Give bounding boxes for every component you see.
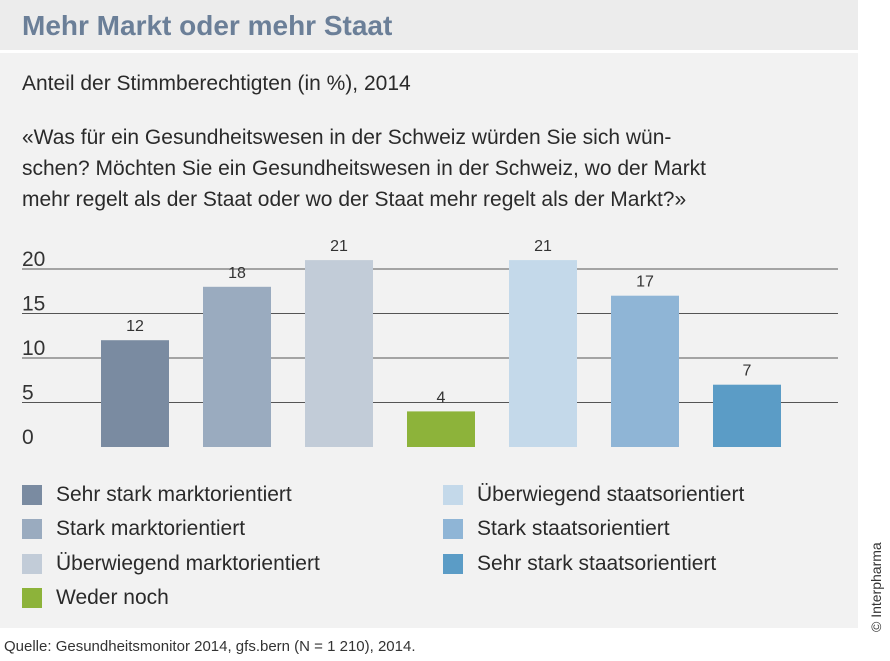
legend-item: Stark marktorientiert — [22, 514, 245, 544]
legend: Sehr stark marktorientiert Stark marktor… — [22, 480, 842, 620]
legend-swatch — [22, 519, 42, 539]
y-tick-label: 5 — [22, 382, 34, 405]
legend-swatch — [22, 554, 42, 574]
y-tick-label: 10 — [22, 337, 45, 360]
legend-item: Sehr stark marktorientiert — [22, 480, 292, 510]
legend-item: Überwiegend marktorientiert — [22, 549, 320, 579]
bar — [305, 260, 373, 447]
question-line: mehr regelt als der Staat oder wo der St… — [22, 188, 687, 211]
legend-label: Sehr stark staatsorientiert — [477, 552, 717, 575]
legend-swatch — [22, 588, 42, 608]
legend-swatch — [443, 519, 463, 539]
page-title: Mehr Markt oder mehr Staat — [22, 10, 393, 41]
bar-value-label: 4 — [437, 389, 446, 406]
legend-label: Überwiegend marktorientiert — [56, 552, 320, 575]
legend-label: Sehr stark marktorientiert — [56, 483, 292, 506]
chart-subtitle: Anteil der Stimmberechtigten (in %), 201… — [22, 72, 411, 95]
legend-label: Stark marktorientiert — [56, 517, 246, 540]
legend-item: Überwiegend staatsorientiert — [443, 480, 744, 510]
y-tick-label: 20 — [22, 248, 45, 271]
bar-value-label: 17 — [636, 274, 654, 291]
question-line: «Was für ein Gesundheitswesen in der Sch… — [22, 126, 672, 149]
legend-swatch — [443, 554, 463, 574]
legend-swatch — [22, 485, 42, 505]
bar — [713, 384, 781, 447]
bar — [101, 340, 169, 447]
legend-label: Überwiegend staatsorientiert — [477, 483, 745, 506]
bar-value-label: 18 — [228, 265, 246, 282]
legend-item: Weder noch — [22, 583, 169, 613]
bar-value-label: 21 — [534, 238, 552, 255]
y-tick-label: 15 — [22, 293, 45, 316]
bar-value-label: 7 — [743, 363, 752, 380]
legend-swatch — [443, 485, 463, 505]
legend-item: Sehr stark staatsorientiert — [443, 549, 716, 579]
bar — [611, 295, 679, 447]
bar-value-label: 12 — [126, 318, 144, 335]
y-tick-label: 0 — [22, 426, 34, 449]
legend-label: Stark staatsorientiert — [477, 517, 670, 540]
legend-item: Stark staatsorientiert — [443, 514, 670, 544]
source-note: Quelle: Gesundheitsmonitor 2014, gfs.ber… — [4, 638, 416, 655]
bar-chart: 0 5 10 15 20 12 18 21 4 21 17 7 — [22, 238, 838, 449]
bar — [203, 286, 271, 447]
title-band: Mehr Markt oder mehr Staat — [0, 0, 858, 50]
bar-value-label: 21 — [330, 238, 348, 255]
legend-label: Weder noch — [56, 586, 169, 609]
bar — [509, 260, 577, 447]
bar — [407, 411, 475, 447]
question-line: schen? Möchten Sie ein Gesundheitswesen … — [22, 157, 707, 180]
survey-question: «Was für ein Gesundheitswesen in der Sch… — [22, 122, 842, 215]
copyright-notice: © Interpharma — [868, 542, 884, 632]
